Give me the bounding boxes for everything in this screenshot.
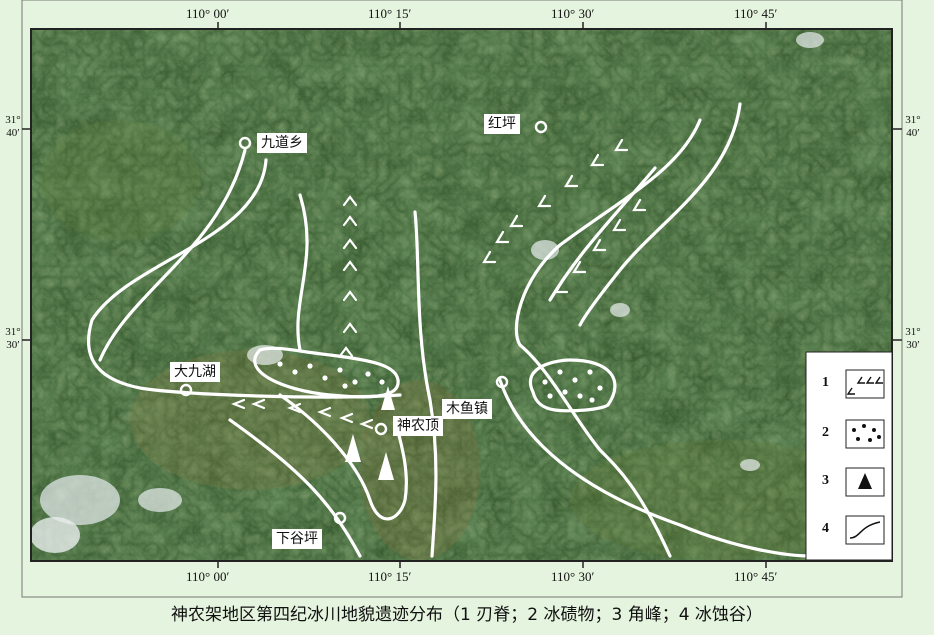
longitude-top-4: 110° 45′: [734, 6, 778, 21]
latitude-right-2: 31° 30′: [905, 326, 921, 351]
place-label-xiaguping: 下谷坪: [272, 529, 322, 549]
longitude-bottom-4: 110° 45′: [734, 569, 778, 584]
place-label-dajiuhu: 大九湖: [170, 362, 220, 382]
place-label-hongping: 红坪: [484, 114, 520, 134]
legend-number-2: 2: [822, 425, 829, 440]
place-markers: [179, 120, 548, 525]
moraine-outlines: [253, 346, 617, 413]
place-label-jiudaoxiang: 九道乡: [257, 133, 307, 153]
latitude-right-1: 31° 40′: [905, 114, 921, 139]
legend-number-1: 1: [822, 375, 829, 390]
legend: [805, 351, 893, 561]
longitude-top-2: 110° 15′: [368, 6, 412, 21]
glacial-ridge-arrows: [231, 138, 647, 430]
longitude-top-1: 110° 00′: [186, 6, 230, 21]
place-label-muyuzhen: 木鱼镇: [442, 399, 492, 419]
longitude-bottom-3: 110° 30′: [551, 569, 595, 584]
moraine-dots: [277, 361, 603, 403]
legend-number-3: 3: [822, 473, 829, 488]
longitude-bottom-1: 110° 00′: [186, 569, 230, 584]
horn-peak-triangles: [345, 386, 395, 480]
figure-caption: 神农架地区第四纪冰川地貌遗迹分布（1 刃脊；2 冰碛物；3 角峰；4 冰蚀谷）: [171, 605, 763, 625]
latitude-left-1: 31° 40′: [5, 114, 21, 139]
latitude-left-2: 31° 30′: [5, 326, 21, 351]
glacial-valley-lines: [86, 102, 812, 558]
legend-number-4: 4: [822, 521, 829, 536]
longitude-bottom-2: 110° 15′: [368, 569, 412, 584]
place-label-shennongding: 神农顶: [393, 416, 443, 436]
longitude-top-3: 110° 30′: [551, 6, 595, 21]
